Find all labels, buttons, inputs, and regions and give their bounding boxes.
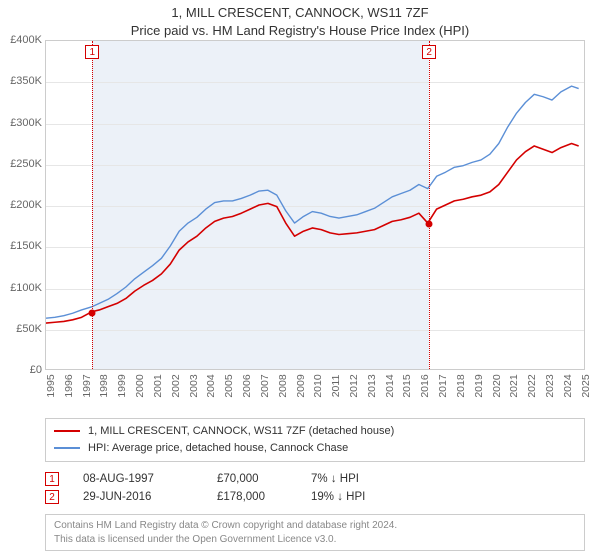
legend-item-price_paid: 1, MILL CRESCENT, CANNOCK, WS11 7ZF (det… [54, 423, 576, 440]
y-axis-label: £150K [0, 240, 42, 252]
page-title-1: 1, MILL CRESCENT, CANNOCK, WS11 7ZF [0, 4, 600, 22]
reference-marker-ref1: 1 [85, 45, 99, 59]
legend-label: 1, MILL CRESCENT, CANNOCK, WS11 7ZF (det… [88, 423, 394, 440]
transaction-price: £70,000 [217, 473, 287, 485]
series-hpi [46, 86, 579, 318]
y-axis-label: £100K [0, 282, 42, 294]
legend-label: HPI: Average price, detached house, Cann… [88, 440, 348, 457]
transaction-row: 2 29-JUN-2016 £178,000 19% ↓ HPI [45, 488, 585, 506]
transaction-marker: 1 [45, 472, 59, 486]
reference-line-ref2 [429, 41, 430, 369]
chart: £0£50K£100K£150K£200K£250K£300K£350K£400… [0, 40, 600, 410]
legend-box: 1, MILL CRESCENT, CANNOCK, WS11 7ZF (det… [45, 418, 585, 462]
transaction-date: 29-JUN-2016 [83, 491, 193, 503]
series-price_paid [46, 144, 579, 324]
plot-area: 12 [45, 40, 585, 370]
transaction-diff: 19% ↓ HPI [311, 491, 431, 503]
y-axis-label: £50K [0, 323, 42, 335]
transaction-table: 1 08-AUG-1997 £70,000 7% ↓ HPI 2 29-JUN-2016 £… [45, 470, 585, 506]
legend-swatch [54, 430, 80, 432]
legend-item-hpi: HPI: Average price, detached house, Cann… [54, 440, 576, 457]
transaction-date: 08-AUG-1997 [83, 473, 193, 485]
attribution-line1: Contains HM Land Registry data © Crown c… [54, 519, 576, 533]
reference-marker-ref2: 2 [422, 45, 436, 59]
page-title-2: Price paid vs. HM Land Registry's House … [0, 22, 600, 40]
transaction-price: £178,000 [217, 491, 287, 503]
reference-line-ref1 [92, 41, 93, 369]
legend-swatch [54, 447, 80, 449]
series-lines [46, 41, 584, 369]
y-axis-label: £400K [0, 34, 42, 46]
attribution-line2: This data is licensed under the Open Gov… [54, 533, 576, 547]
y-axis-label: £200K [0, 199, 42, 211]
transaction-row: 1 08-AUG-1997 £70,000 7% ↓ HPI [45, 470, 585, 488]
data-marker [426, 221, 433, 228]
transaction-marker: 2 [45, 490, 59, 504]
attribution: Contains HM Land Registry data © Crown c… [45, 514, 585, 551]
y-axis-label: £350K [0, 75, 42, 87]
y-axis-label: £250K [0, 158, 42, 170]
transaction-diff: 7% ↓ HPI [311, 473, 431, 485]
data-marker [89, 310, 96, 317]
y-axis-label: £300K [0, 117, 42, 129]
x-axis-label: 2025 [568, 374, 592, 397]
